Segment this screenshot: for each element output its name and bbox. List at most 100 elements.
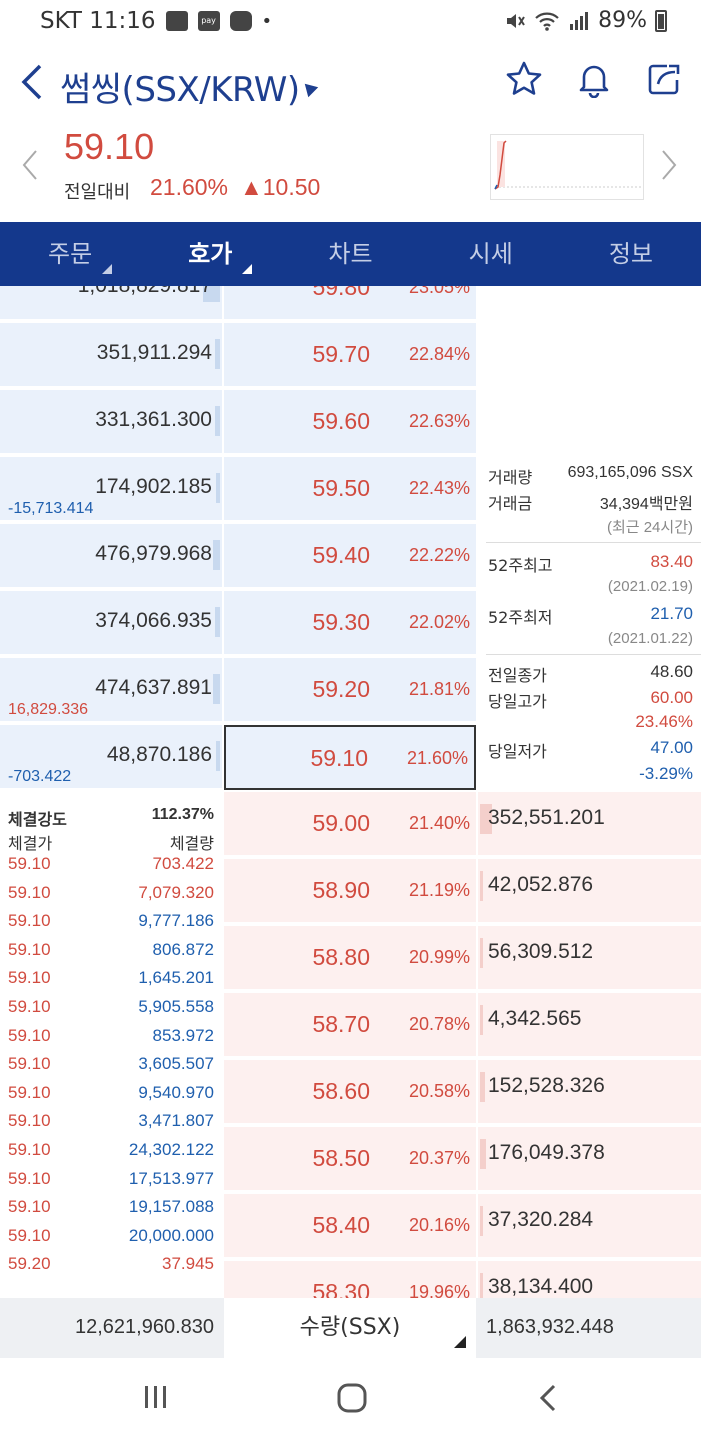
tab-chart[interactable]: 차트 <box>280 222 420 286</box>
trades-header: 체결가 체결량 <box>8 830 214 854</box>
dropdown-caret-icon <box>454 1336 466 1348</box>
share-button[interactable] <box>645 60 683 98</box>
ask-price-cell[interactable]: 59.70 22.84% <box>224 323 476 388</box>
ask-volume-cell[interactable]: 1,018,829.817 <box>0 286 222 321</box>
ask-volume-cell[interactable]: 351,911.294 <box>0 323 222 388</box>
ask-total-value: 12,621,960.830 <box>74 1316 214 1338</box>
bid-volume-bar <box>480 1139 486 1169</box>
bid-volume-cell[interactable]: 176,049.378 <box>478 1127 701 1192</box>
bid-price-cell[interactable]: 58.30 19.96% <box>224 1261 476 1298</box>
high52-label: 52주최고 <box>488 556 553 575</box>
trade-qty: 853.972 <box>152 1025 214 1045</box>
bid-volume-cell[interactable]: 42,052.876 <box>478 859 701 924</box>
bid-rate: 20.58% <box>408 1081 470 1101</box>
ask-price-cell[interactable]: 59.60 22.63% <box>224 390 476 455</box>
bid-volume-cell[interactable]: 38,134.400 <box>478 1261 701 1298</box>
ask-volume-value: 474,637.891 <box>95 676 212 699</box>
system-back-button[interactable] <box>536 1382 560 1418</box>
tab-label: 주문 <box>48 240 93 268</box>
ask-volume-cell[interactable]: 474,637.891 16,829.336 <box>0 658 222 723</box>
bid-price-cell[interactable]: 58.90 21.19% <box>224 859 476 924</box>
ask-price-cell[interactable]: 59.40 22.22% <box>224 524 476 589</box>
ask-price: 59.20 <box>312 676 370 702</box>
bid-total-value: 1,863,932.448 <box>486 1316 614 1338</box>
mini-chart[interactable] <box>490 134 644 200</box>
ask-volume-cell[interactable]: 48,870.186 -703.422 <box>0 725 222 790</box>
trade-price: 59.10 <box>8 1082 51 1102</box>
bid-price-cell[interactable]: 58.60 20.58% <box>224 1060 476 1125</box>
strength-label: 체결강도 <box>8 810 67 829</box>
ask-price-cell[interactable]: 59.30 22.02% <box>224 591 476 656</box>
home-button[interactable] <box>336 1382 368 1418</box>
ask-price-cell[interactable]: 59.20 21.81% <box>224 658 476 723</box>
ask-price: 59.60 <box>312 408 370 434</box>
market-title[interactable]: 썸씽(SSX/KRW) <box>60 70 300 110</box>
ask-rate: 22.22% <box>408 545 470 565</box>
recent-apps-button[interactable] <box>142 1382 170 1416</box>
bid-price-cell[interactable]: 59.00 21.40% <box>224 792 476 857</box>
bid-total: 1,863,932.448 <box>478 1298 701 1358</box>
order-book[interactable]: 1,018,829.817 59.80 23.05% 351,911.294 59.70… <box>0 286 701 1298</box>
bid-price-cell[interactable]: 58.70 20.78% <box>224 993 476 1058</box>
tab-orderbook[interactable]: 호가 <box>140 222 280 286</box>
low52-value: 21.70 <box>650 604 693 623</box>
ask-rate: 22.63% <box>408 411 470 431</box>
battery-percent: 89% <box>598 8 647 33</box>
ask-volume-change: -15,713.414 <box>8 500 94 517</box>
trade-price: 59.10 <box>8 1111 51 1131</box>
ask-price-cell[interactable]: 59.50 22.43% <box>224 457 476 522</box>
tab-label: 호가 <box>188 240 233 268</box>
bid-volume-cell[interactable]: 56,309.512 <box>478 926 701 991</box>
ask-price-cell[interactable]: 59.80 23.05% <box>224 286 476 321</box>
bid-volume-cell[interactable]: 4,342.565 <box>478 993 701 1058</box>
trade-price: 59.10 <box>8 854 51 873</box>
trade-amount-label: 거래금 <box>488 494 533 513</box>
prev-close-label: 전일종가 <box>488 666 547 685</box>
tab-market-price[interactable]: 시세 <box>421 222 561 286</box>
ask-volume-cell[interactable]: 476,979.968 <box>0 524 222 589</box>
tab-caret-icon <box>242 264 253 274</box>
ask-rate: 23.05% <box>408 286 470 297</box>
ask-volume-value: 174,902.185 <box>95 475 212 498</box>
ask-volume-value: 374,066.935 <box>95 609 212 632</box>
ask-volume-cell[interactable]: 174,902.185 -15,713.414 <box>0 457 222 522</box>
notification-dot: • <box>261 10 273 32</box>
trade-row: 59.10 5,905.558 <box>8 997 214 1025</box>
ask-volume-bar <box>215 406 220 436</box>
trade-qty: 806.872 <box>152 939 214 959</box>
bid-volume-cell[interactable]: 37,320.284 <box>478 1194 701 1259</box>
unit-selector[interactable]: 수량(SSX) <box>224 1298 476 1358</box>
bid-rate: 21.19% <box>408 880 470 900</box>
tab-info[interactable]: 정보 <box>561 222 701 286</box>
trade-row: 59.10 20,000.000 <box>8 1226 214 1254</box>
trade-qty: 3,471.807 <box>138 1111 214 1131</box>
prev-coin-button[interactable] <box>20 148 40 191</box>
favorite-button[interactable] <box>505 60 543 98</box>
bid-volume-bar <box>480 1206 483 1236</box>
ask-volume-cell[interactable]: 374,066.935 <box>0 591 222 656</box>
tab-order[interactable]: 주문 <box>0 222 140 286</box>
ask-volume-cell[interactable]: 331,361.300 <box>0 390 222 455</box>
back-button[interactable] <box>16 62 52 102</box>
strength-row: 체결강도 112.37% <box>8 806 214 830</box>
alarm-button[interactable] <box>575 60 613 98</box>
bid-volume-value: 352,551.201 <box>488 806 605 829</box>
trade-row: 59.10 24,302.122 <box>8 1140 214 1168</box>
next-coin-button[interactable] <box>659 148 679 191</box>
bid-volume-value: 4,342.565 <box>488 1007 582 1030</box>
market-dropdown-caret-icon[interactable] <box>299 78 319 98</box>
trade-qty: 1,645.201 <box>138 968 214 988</box>
bid-volume-cell[interactable]: 152,528.326 <box>478 1060 701 1125</box>
bid-price-cell[interactable]: 58.80 20.99% <box>224 926 476 991</box>
bid-price-cell[interactable]: 58.40 20.16% <box>224 1194 476 1259</box>
bid-volume-value: 37,320.284 <box>488 1208 594 1231</box>
wifi-icon <box>535 12 559 31</box>
current-price-cell[interactable]: 59.10 21.60% <box>224 725 476 790</box>
day-low-label: 당일저가 <box>488 742 547 761</box>
bid-price-cell[interactable]: 58.50 20.37% <box>224 1127 476 1192</box>
home-icon <box>337 1383 367 1413</box>
bid-volume-cell[interactable]: 352,551.201 <box>478 792 701 857</box>
system-back-icon <box>539 1384 556 1412</box>
pay-icon: pay <box>197 11 220 31</box>
trade-qty: 7,079.320 <box>138 882 214 902</box>
